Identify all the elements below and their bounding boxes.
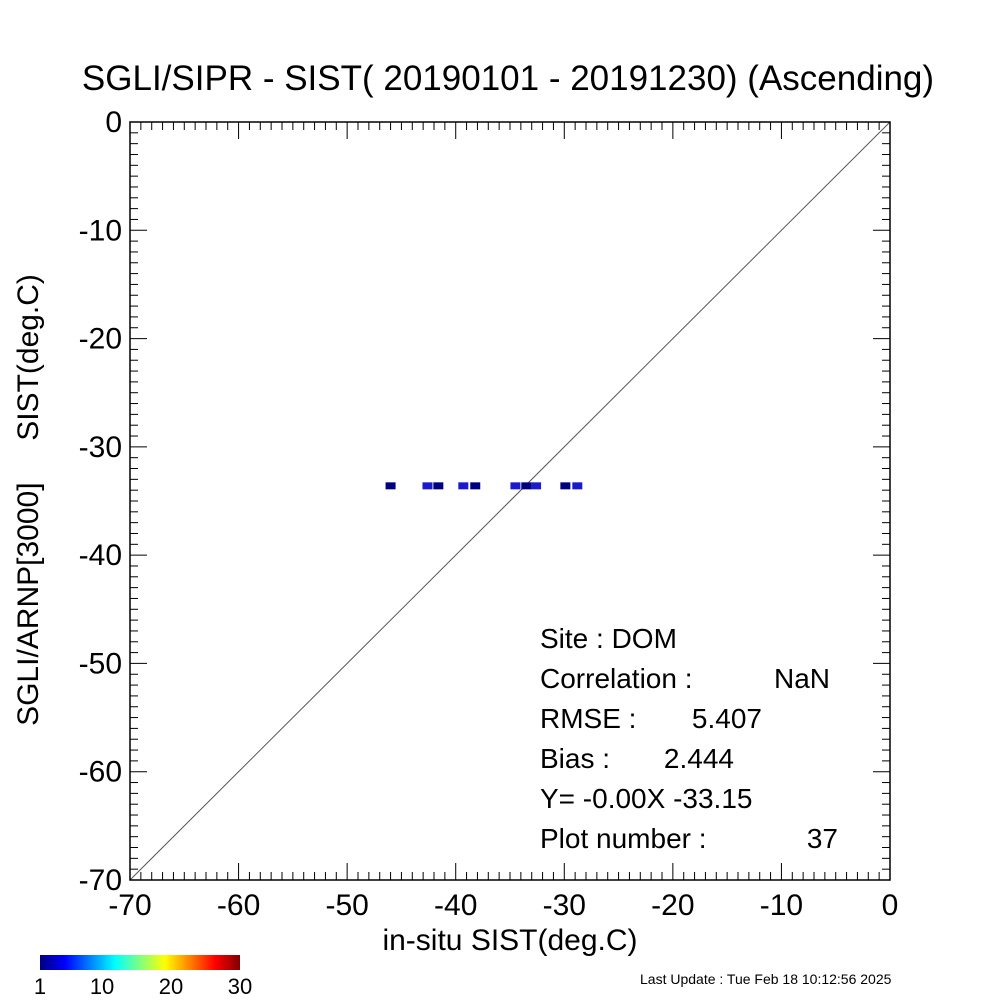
y-tick-label: -70: [79, 864, 122, 897]
data-point: [572, 482, 583, 490]
colorbar-tick-label: 10: [90, 974, 114, 999]
y-tick-label: -20: [79, 323, 122, 356]
data-point: [531, 482, 542, 490]
data-point: [422, 482, 433, 490]
colorbar-tick-label: 1: [34, 974, 46, 999]
stats-label: Site : DOM: [540, 623, 677, 654]
colorbar-tick-label: 20: [159, 974, 183, 999]
colorbar-tick-label: 30: [228, 974, 252, 999]
stats-label: Y= -0.00X -33.15: [540, 783, 752, 814]
stats-value: NaN: [774, 663, 830, 694]
colorbar: 1 10 20 30: [34, 955, 252, 999]
x-tick-label: -40: [434, 889, 477, 922]
y-tick-label: -30: [79, 431, 122, 464]
stats-label: Bias :: [540, 743, 610, 774]
stats-value: 5.407: [692, 703, 762, 734]
x-tick-label: -10: [760, 889, 803, 922]
stats-label: Correlation :: [540, 663, 693, 694]
y-tick-label: -40: [79, 539, 122, 572]
reference-line: [129, 121, 891, 881]
data-point: [433, 482, 444, 490]
x-tick-label: -60: [217, 889, 260, 922]
stats-value: 2.444: [664, 743, 734, 774]
stats-label: RMSE :: [540, 703, 636, 734]
data-point: [560, 482, 571, 490]
plot-area: -70 -60 -50 -40 -30 -20 -10 0 0 -10 -20 -30 -40 -50 -6…: [79, 106, 899, 922]
y-tick-label: -10: [79, 214, 122, 247]
y-tick-label: -50: [79, 647, 122, 680]
data-point: [470, 482, 481, 490]
chart-title: SGLI/SIPR - SIST( 20190101 - 20191230) (…: [82, 59, 934, 98]
y-axis-label: SGLI/ARNP[3000] SIST(deg.C): [12, 274, 45, 726]
x-tick-label: -30: [543, 889, 586, 922]
data-point: [510, 482, 521, 490]
last-update-text: Last Update : Tue Feb 18 10:12:56 2025: [640, 971, 892, 987]
data-point: [385, 482, 396, 490]
x-tick-label: -50: [325, 889, 368, 922]
x-tick-label: -70: [108, 889, 151, 922]
x-tick-label: -20: [651, 889, 694, 922]
data-point: [521, 482, 532, 490]
colorbar-gradient: [40, 955, 240, 970]
x-axis-label: in-situ SIST(deg.C): [382, 924, 637, 957]
stats-box: Site : DOM Correlation : NaN RMSE : 5.407 Bia…: [540, 623, 838, 854]
stats-value: 37: [807, 823, 838, 854]
x-tick-label: 0: [882, 889, 899, 922]
data-point: [458, 482, 469, 490]
y-tick-label: -60: [79, 756, 122, 789]
stats-label: Plot number :: [540, 823, 707, 854]
y-tick-label: 0: [105, 106, 122, 139]
